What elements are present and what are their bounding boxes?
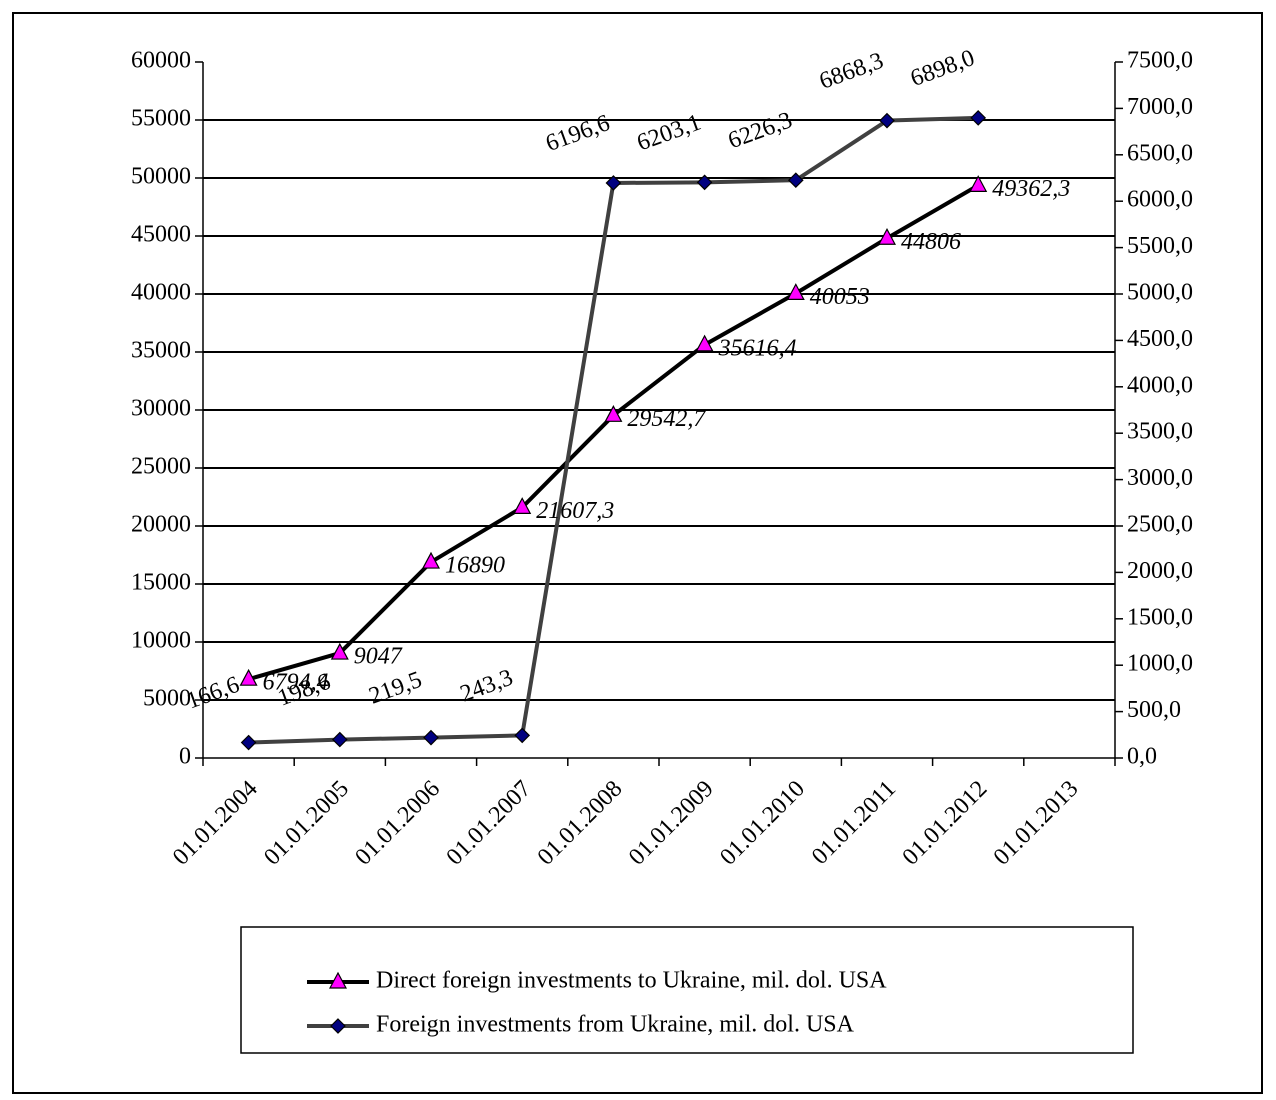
data-point [787, 172, 804, 189]
legend-marker [330, 1018, 346, 1034]
y2-tick-label: 5500,0 [1127, 233, 1193, 259]
y2-tick-label: 3000,0 [1127, 465, 1193, 491]
data-label: 35616,4 [718, 335, 797, 361]
y-tick-label: 45000 [131, 222, 191, 248]
y2-tick-label: 2000,0 [1127, 558, 1193, 584]
y-tick-label: 0 [179, 744, 191, 770]
y2-tick-label: 4500,0 [1127, 326, 1193, 352]
y-tick-label: 25000 [131, 454, 191, 480]
data-point [970, 110, 987, 126]
y-tick-label: 15000 [131, 570, 191, 596]
y-tick-label: 30000 [131, 396, 191, 422]
y-tick-label: 10000 [131, 628, 191, 654]
y2-tick-label: 1500,0 [1127, 604, 1193, 630]
data-point [605, 175, 622, 191]
legend-marker [329, 971, 347, 989]
data-label: 44806 [901, 229, 961, 255]
data-label: 21607,3 [536, 498, 614, 524]
data-label: 9047 [354, 644, 403, 670]
y2-tick-label: 6500,0 [1127, 140, 1193, 166]
data-label: 49362,3 [992, 176, 1070, 202]
y-tick-label: 20000 [131, 512, 191, 538]
y-tick-label: 35000 [131, 338, 191, 364]
data-point [878, 227, 896, 245]
data-label: 16890 [445, 553, 505, 579]
legend-label: Direct foreign investments to Ukraine, m… [376, 968, 887, 994]
data-point [604, 405, 623, 422]
y2-tick-label: 6000,0 [1127, 187, 1193, 213]
data-point [695, 334, 714, 352]
data-point [240, 734, 257, 751]
y2-tick-label: 0,0 [1127, 744, 1157, 770]
y2-tick-label: 2500,0 [1127, 512, 1193, 538]
y2-tick-label: 7000,0 [1127, 94, 1193, 120]
legend-label: Foreign investments from Ukraine, mil. d… [376, 1012, 855, 1038]
y2-tick-label: 4000,0 [1127, 372, 1193, 398]
y2-tick-label: 500,0 [1127, 697, 1181, 723]
data-label: 29542,7 [627, 406, 706, 432]
data-point [514, 727, 531, 744]
y2-tick-label: 5000,0 [1127, 280, 1193, 306]
data-point [330, 642, 349, 660]
data-point [423, 729, 439, 746]
y-tick-label: 50000 [131, 164, 191, 190]
y-tick-label: 40000 [131, 280, 191, 306]
y2-tick-label: 3500,0 [1127, 419, 1193, 445]
y-tick-label: 60000 [131, 48, 191, 74]
data-point [513, 497, 532, 514]
data-point [786, 283, 805, 300]
chart-frame [12, 12, 1263, 1094]
legend-box [240, 926, 1134, 1054]
data-point [331, 731, 348, 748]
data-point [969, 175, 988, 192]
y-tick-label: 55000 [131, 106, 191, 132]
data-point [239, 668, 258, 686]
data-label: 6794,4 [263, 670, 329, 696]
data-point [879, 112, 895, 129]
y2-tick-label: 1000,0 [1127, 651, 1193, 677]
y2-tick-label: 7500,0 [1127, 48, 1193, 74]
data-point [422, 551, 440, 569]
data-point [696, 174, 713, 191]
data-label: 40053 [810, 284, 870, 310]
y-tick-label: 5000 [143, 686, 191, 712]
